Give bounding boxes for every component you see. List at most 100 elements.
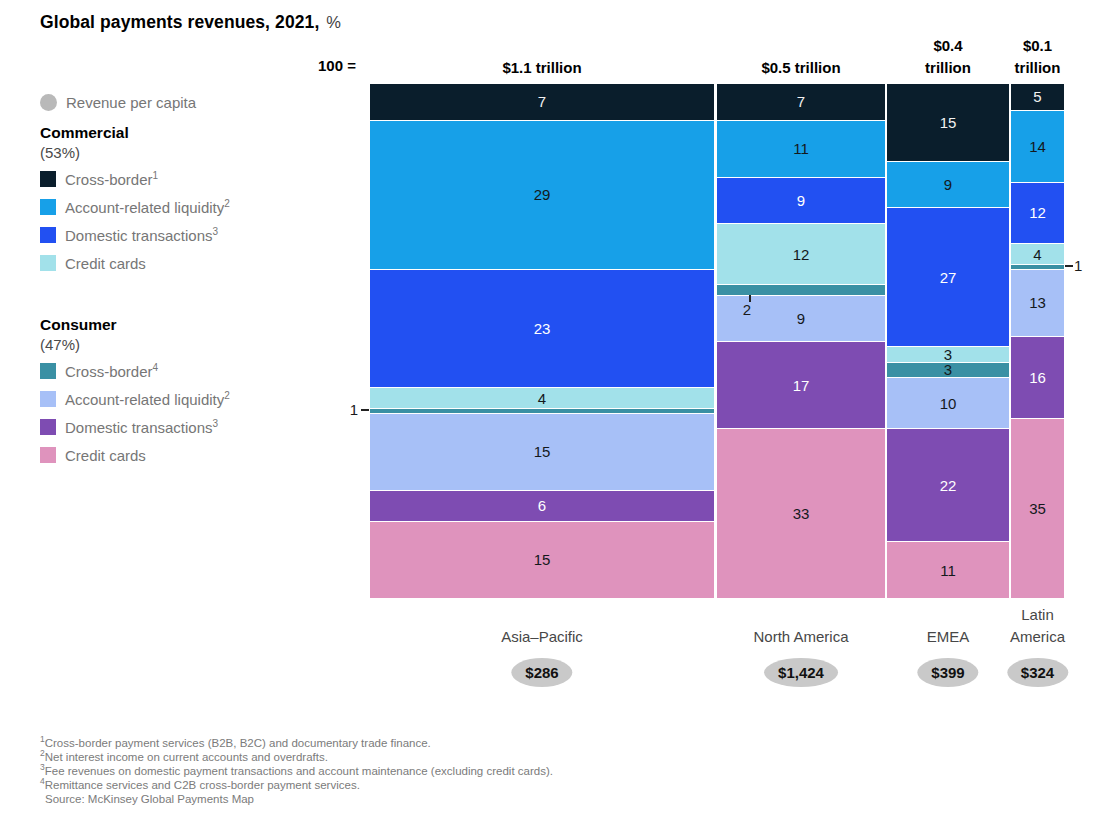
segment-value-label: 3 (944, 362, 952, 377)
segment-value-label: 14 (1029, 139, 1046, 154)
segment-value-label: 13 (1029, 295, 1046, 310)
annotation-line-north-america-consumer-cross-border (749, 295, 751, 302)
annotation-line-asia-pacific-consumer-cross-border (361, 409, 369, 411)
page-title: Global payments revenues, 2021,% (40, 12, 341, 33)
segment-value-label: 15 (534, 552, 551, 567)
segment-value-label: 16 (1029, 370, 1046, 385)
segment-north-america-commercial-account-liquidity: 11 (717, 120, 885, 177)
revenue-per-capita-pill-asia-pacific: $286 (511, 658, 572, 687)
page-title-main: Global payments revenues, 2021, (40, 12, 319, 32)
segment-value-label: 15 (534, 444, 551, 459)
bar-column-north-america: 71191291733 (717, 84, 885, 598)
footnote-4: 4Remittance services and C2B cross-borde… (40, 778, 553, 792)
bar-column-latin-america: 5 14 12 4 13 16 35 (1011, 84, 1064, 598)
revenue-per-capita-pill-north-america: $1,424 (764, 658, 838, 687)
legend-item-label: Credit cards (65, 447, 146, 464)
legend-swatch-consumer-domestic (40, 419, 56, 435)
legend-item-label: Domestic transactions3 (65, 419, 218, 436)
segment-asia-pacific-commercial-cross-border: 7 (370, 84, 714, 120)
region-label-north-america: North America (753, 626, 848, 648)
legend-item-consumer-domestic: Domestic transactions3 (40, 419, 360, 435)
legend-group-share: (47%) (40, 335, 360, 355)
legend-group-commercial: Commercial(53%) Cross-border1 Account-rela… (40, 123, 360, 271)
segment-latin-america-consumer-domestic: 16 (1011, 336, 1064, 418)
legend-swatch-commercial-credit-cards (40, 255, 56, 271)
segment-value-label: 17 (793, 378, 810, 393)
segment-value-label: 9 (944, 177, 952, 192)
legend-item-consumer-account-liquidity: Account-related liquidity2 (40, 391, 360, 407)
region-label-latin-america: LatinAmerica (1010, 604, 1065, 648)
legend-group-title: Commercial (40, 123, 360, 143)
segment-emea-consumer-domestic: 22 (887, 428, 1009, 541)
segment-value-label: 12 (793, 247, 810, 262)
segment-north-america-commercial-cross-border: 7 (717, 84, 885, 120)
segment-north-america-consumer-credit-cards: 33 (717, 428, 885, 598)
column-total-label-latin-america: $0.1trillion (1015, 35, 1061, 79)
revenue-per-capita-dot-icon (40, 94, 57, 111)
column-total-label-north-america: $0.5 trillion (761, 57, 840, 79)
segment-asia-pacific-commercial-domestic: 23 (370, 269, 714, 387)
segment-value-label: 15 (940, 115, 957, 130)
segment-value-label: 6 (538, 498, 546, 513)
segment-latin-america-commercial-account-liquidity: 14 (1011, 110, 1064, 182)
column-total-label-asia-pacific: $1.1 trillion (502, 57, 581, 79)
segment-value-label: 27 (940, 270, 957, 285)
segment-latin-america-commercial-cross-border: 5 (1011, 84, 1064, 110)
segment-latin-america-commercial-credit-cards: 4 (1011, 243, 1064, 264)
legend-item-consumer-cross-border: Cross-border4 (40, 363, 360, 379)
legend-item-label: Cross-border4 (65, 363, 158, 380)
legend-item-label: Domestic transactions3 (65, 227, 218, 244)
segment-emea-commercial-cross-border: 15 (887, 84, 1009, 161)
segment-emea-consumer-cross-border: 3 (887, 362, 1009, 377)
source-line: Source: McKinsey Global Payments Map (40, 792, 553, 806)
segment-emea-consumer-account-liquidity: 10 (887, 377, 1009, 428)
segment-value-label: 3 (944, 347, 952, 362)
legend-item-label: Account-related liquidity2 (65, 391, 230, 408)
segment-latin-america-commercial-domestic: 12 (1011, 182, 1064, 244)
segment-asia-pacific-consumer-domestic: 6 (370, 490, 714, 521)
segment-value-label: 29 (534, 187, 551, 202)
legend: Revenue per capita Commercial(53%) Cross-… (40, 94, 360, 475)
segment-value-label: 35 (1029, 501, 1046, 516)
bar-column-emea: 1592733102211 (887, 84, 1009, 598)
segment-north-america-commercial-domestic: 9 (717, 177, 885, 223)
legend-group-share: (53%) (40, 143, 360, 163)
segment-value-label: 22 (940, 478, 957, 493)
segment-asia-pacific-consumer-credit-cards: 15 (370, 521, 714, 598)
revenue-per-capita-label: Revenue per capita (66, 94, 196, 111)
segment-value-label: 11 (793, 141, 809, 156)
segment-asia-pacific-commercial-credit-cards: 4 (370, 387, 714, 408)
segment-latin-america-consumer-credit-cards: 35 (1011, 418, 1064, 598)
segment-value-label: 5 (1033, 89, 1041, 104)
legend-swatch-consumer-credit-cards (40, 447, 56, 463)
legend-swatch-commercial-domestic (40, 227, 56, 243)
footnote-1: 1Cross-border payment services (B2B, B2C… (40, 736, 553, 750)
footnotes: 1Cross-border payment services (B2B, B2C… (40, 736, 553, 806)
segment-value-label: 12 (1029, 205, 1046, 220)
chart-page: Global payments revenues, 2021,% Revenue… (0, 0, 1106, 820)
segment-emea-commercial-account-liquidity: 9 (887, 161, 1009, 207)
segment-emea-commercial-credit-cards: 3 (887, 346, 1009, 361)
annotation-north-america-consumer-cross-border: 2 (739, 302, 755, 318)
footnote-2: 2Net interest income on current accounts… (40, 750, 553, 764)
annotation-line-latin-america-consumer-cross-border (1065, 265, 1073, 267)
segment-north-america-consumer-domestic: 17 (717, 341, 885, 428)
legend-item-label: Credit cards (65, 255, 146, 272)
segment-value-label: 23 (534, 321, 551, 336)
segment-value-label: 4 (1033, 247, 1041, 262)
segment-north-america-consumer-cross-border (717, 284, 885, 294)
legend-swatch-consumer-account-liquidity (40, 391, 56, 407)
segment-emea-commercial-domestic: 27 (887, 207, 1009, 346)
segment-value-label: 10 (940, 396, 957, 411)
legend-groups: Commercial(53%) Cross-border1 Account-rela… (40, 123, 360, 463)
legend-swatch-consumer-cross-border (40, 363, 56, 379)
legend-group-title: Consumer (40, 315, 360, 335)
legend-item-label: Cross-border1 (65, 171, 158, 188)
legend-swatch-commercial-cross-border (40, 171, 56, 187)
legend-item-commercial-account-liquidity: Account-related liquidity2 (40, 199, 360, 215)
segment-value-label: 33 (793, 506, 810, 521)
segment-value-label: 4 (538, 391, 546, 406)
revenue-per-capita-pill-latin-america: $324 (1007, 658, 1068, 687)
segment-value-label: 9 (797, 193, 805, 208)
segment-asia-pacific-commercial-account-liquidity: 29 (370, 120, 714, 269)
